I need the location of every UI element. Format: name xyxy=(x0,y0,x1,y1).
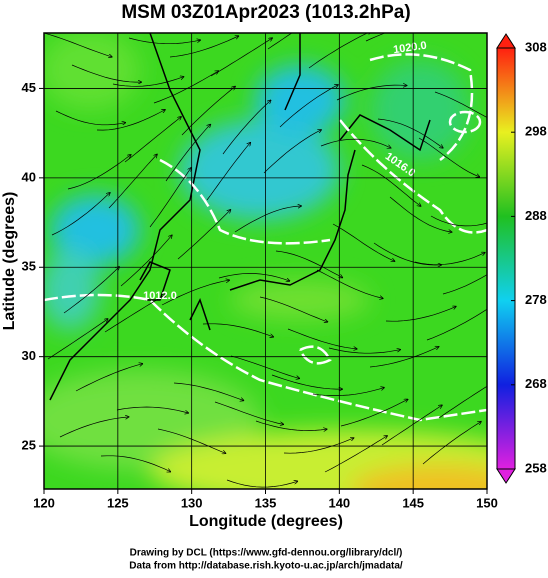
streamline xyxy=(259,296,328,322)
streamline xyxy=(434,91,487,118)
streamline xyxy=(361,164,421,206)
streamline xyxy=(414,253,485,266)
streamline xyxy=(328,347,400,354)
streamline xyxy=(381,405,442,446)
x-tick-label: 120 xyxy=(33,495,55,510)
streamline xyxy=(442,274,487,295)
streamline xyxy=(255,420,327,431)
streamline xyxy=(55,110,125,125)
streamline xyxy=(157,428,226,453)
streamline xyxy=(226,479,298,488)
streamline xyxy=(373,242,441,265)
streamline xyxy=(173,382,244,401)
y-tick-label: 45 xyxy=(22,80,36,95)
streamline xyxy=(418,137,479,177)
y-axis-label: Latitude (degrees) xyxy=(1,192,18,331)
x-tick-label: 145 xyxy=(402,495,424,510)
streamline xyxy=(275,250,342,278)
streamline xyxy=(283,438,354,454)
streamline xyxy=(271,374,342,389)
streamline xyxy=(120,235,172,287)
colorbar-tick-label: 308 xyxy=(525,39,547,54)
colorbar-extend xyxy=(496,468,516,484)
streamline xyxy=(287,328,357,349)
streamline xyxy=(96,110,165,131)
streamline xyxy=(63,267,119,314)
streamline xyxy=(44,33,112,57)
streamline xyxy=(365,33,386,42)
colorbar-tick-label: 298 xyxy=(525,124,547,139)
streamline xyxy=(112,77,184,87)
streamline xyxy=(67,155,131,190)
streamline xyxy=(202,323,273,337)
streamline xyxy=(336,85,407,101)
streamline xyxy=(214,401,283,424)
streamline xyxy=(320,138,391,148)
streamline xyxy=(263,130,321,174)
chart-title: MSM 03Z01Apr2023 (1013.2hPa) xyxy=(121,2,410,23)
streamline xyxy=(124,117,181,163)
streamline xyxy=(108,154,157,209)
streamline xyxy=(210,38,272,77)
colorbar-tick-label: 258 xyxy=(525,460,547,475)
colorbar-tick-label: 288 xyxy=(525,208,547,223)
x-tick-label: 140 xyxy=(328,495,350,510)
streamline xyxy=(104,294,166,333)
streamline xyxy=(169,36,239,58)
streamline xyxy=(165,124,210,182)
y-tick-label: 30 xyxy=(22,348,36,363)
streamline xyxy=(116,406,188,413)
streamline xyxy=(59,417,129,438)
streamline xyxy=(422,422,481,465)
streamline xyxy=(324,436,387,473)
streamline xyxy=(267,33,293,50)
footer: Drawing by DCL (https://www.gfd-dennou.o… xyxy=(130,548,403,559)
streamline xyxy=(51,193,110,236)
streamline xyxy=(369,347,439,368)
x-axis-label: Longitude (degrees) xyxy=(189,513,343,530)
x-tick-label: 135 xyxy=(255,495,277,510)
streamline xyxy=(312,388,384,396)
y-tick-label: 25 xyxy=(22,438,36,453)
streamline xyxy=(430,215,487,227)
x-tick-label: 130 xyxy=(181,495,203,510)
y-tick-label: 35 xyxy=(22,259,36,274)
streamline xyxy=(389,196,452,232)
colorbar-tick-label: 278 xyxy=(525,292,547,307)
streamline xyxy=(75,364,143,392)
streamline xyxy=(385,307,456,322)
streamline xyxy=(340,399,408,427)
field xyxy=(44,33,487,489)
footer: Data from http://database.rish.kyoto-u.a… xyxy=(129,561,403,572)
streamline xyxy=(279,85,338,128)
x-tick-label: 150 xyxy=(476,495,498,510)
colorbar-tick-label: 268 xyxy=(525,376,547,391)
streamline xyxy=(438,385,487,419)
streamline xyxy=(71,64,141,82)
streamline xyxy=(206,143,250,201)
streamline xyxy=(332,223,395,261)
y-tick-label: 40 xyxy=(22,169,36,184)
streamline xyxy=(47,319,108,360)
streamline xyxy=(177,210,231,260)
streamline xyxy=(161,280,229,306)
streamline xyxy=(426,307,487,341)
colorbar-extend xyxy=(496,33,516,49)
colorbar xyxy=(496,47,516,470)
streamline xyxy=(128,37,200,45)
contour-label: 1012.0 xyxy=(143,290,177,302)
contour-label: 1020.0 xyxy=(392,40,427,57)
x-tick-label: 125 xyxy=(107,495,129,510)
streamline xyxy=(234,206,301,233)
streamline xyxy=(377,118,443,148)
streamline xyxy=(218,273,290,282)
streamline xyxy=(316,269,383,298)
streamline xyxy=(181,87,235,136)
streamline xyxy=(222,100,271,155)
streamline xyxy=(100,455,170,472)
